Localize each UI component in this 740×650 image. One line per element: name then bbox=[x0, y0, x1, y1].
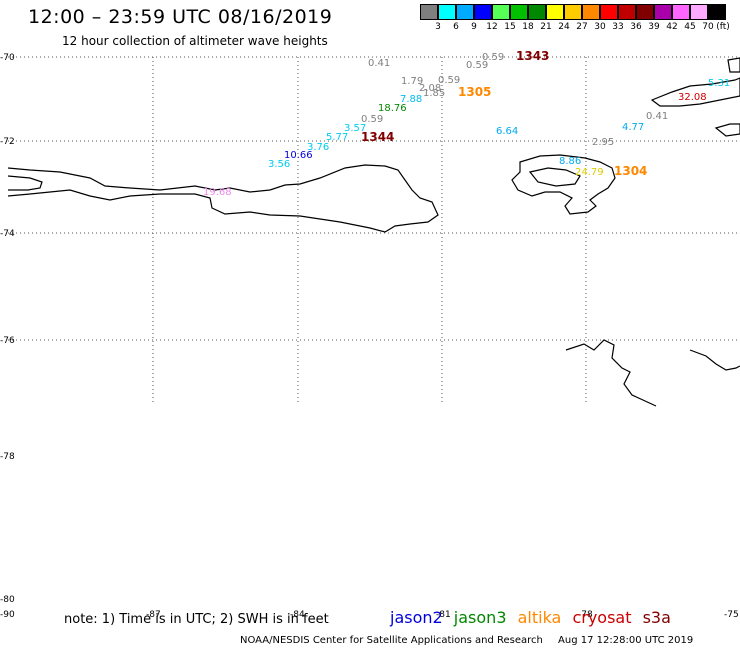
legend-swatch bbox=[600, 4, 618, 20]
pass-time-label: 1304 bbox=[614, 164, 647, 178]
lon-label: -87 bbox=[146, 610, 161, 620]
color-legend: 3 6 9 12 15 18 21 24 27 30 33 36 39 42 4… bbox=[420, 4, 730, 36]
wave-height-label: 8.86 bbox=[559, 156, 581, 167]
map-subtitle: 12 hour collection of altimeter wave hei… bbox=[62, 34, 328, 48]
wave-height-label: 3.57 bbox=[344, 123, 366, 134]
legend-swatch bbox=[420, 4, 438, 20]
generated-time: Aug 17 12:28:00 UTC 2019 bbox=[558, 635, 694, 646]
wave-height-label: 24.79 bbox=[575, 167, 604, 178]
wave-height-label: 32.08 bbox=[678, 92, 707, 103]
wave-height-label: 0.41 bbox=[646, 111, 668, 122]
lat-label: -70 bbox=[0, 53, 15, 63]
wave-height-label: 18.76 bbox=[378, 103, 407, 114]
wave-height-label: 7.88 bbox=[400, 94, 422, 105]
lat-label: -80 bbox=[0, 595, 15, 605]
legend-swatch bbox=[492, 4, 510, 20]
coastline-island-ne bbox=[727, 57, 740, 73]
coastline-inlet bbox=[7, 175, 43, 191]
legend-label: 15 bbox=[504, 22, 516, 32]
wave-height-label: 10.66 bbox=[284, 150, 313, 161]
map-title: 12:00 – 23:59 UTC 08/16/2019 bbox=[28, 6, 333, 28]
coastlines bbox=[7, 57, 740, 407]
legend-label: 12 bbox=[486, 22, 498, 32]
lon-label: -90 bbox=[0, 610, 15, 620]
legend-label: 70 bbox=[702, 22, 714, 32]
wave-height-label: 0.41 bbox=[368, 58, 390, 69]
legend-label: 24 bbox=[558, 22, 570, 32]
legend-label: 18 bbox=[522, 22, 534, 32]
satellite-name: altika bbox=[517, 608, 562, 627]
legend-label: 27 bbox=[576, 22, 588, 32]
legend-swatch bbox=[456, 4, 474, 20]
legend-swatch bbox=[510, 4, 528, 20]
legend-swatch bbox=[654, 4, 672, 20]
wave-height-label: 5.31 bbox=[708, 78, 730, 89]
coastline-peninsula-east bbox=[650, 77, 740, 107]
lon-label: -84 bbox=[290, 610, 305, 620]
wave-height-label: 3.56 bbox=[268, 159, 290, 170]
coastline-main bbox=[7, 164, 439, 233]
coastline-south bbox=[565, 339, 657, 407]
legend-label: 9 bbox=[471, 22, 477, 32]
lat-label: -78 bbox=[0, 452, 15, 462]
satellite-legend: jason2 jason3 altika cryosat s3a bbox=[390, 608, 677, 627]
legend-swatch bbox=[438, 4, 456, 20]
legend-swatch bbox=[690, 4, 708, 20]
wave-height-label: 3.76 bbox=[307, 142, 329, 153]
credit-line: NOAA/NESDIS Center for Satellite Applica… bbox=[240, 635, 693, 646]
credit-org: NOAA/NESDIS Center for Satellite Applica… bbox=[240, 635, 543, 646]
legend-swatch bbox=[546, 4, 564, 20]
wave-height-label: 19.68 bbox=[203, 187, 232, 198]
legend-swatch bbox=[618, 4, 636, 20]
wave-height-label: 4.77 bbox=[622, 122, 644, 133]
legend-label: 36 bbox=[630, 22, 642, 32]
coastline-island-e bbox=[714, 123, 740, 137]
wave-height-label: 5.77 bbox=[326, 132, 348, 143]
legend-swatch bbox=[582, 4, 600, 20]
footnote: note: 1) Time is in UTC; 2) SWH is in fe… bbox=[64, 612, 329, 627]
legend-label: 33 bbox=[612, 22, 624, 32]
legend-swatch bbox=[708, 4, 726, 20]
legend-label: 42 bbox=[666, 22, 678, 32]
legend-swatch bbox=[528, 4, 546, 20]
pass-time-label: 1343 bbox=[516, 49, 549, 63]
wave-height-label: 2.95 bbox=[592, 137, 614, 148]
legend-swatch bbox=[474, 4, 492, 20]
wave-height-label: 6.64 bbox=[496, 126, 518, 137]
legend-unit: (ft) bbox=[716, 22, 730, 32]
lat-label: -76 bbox=[0, 336, 15, 346]
satellite-name: cryosat bbox=[572, 608, 632, 627]
wave-height-label: 0.59 bbox=[482, 52, 504, 63]
wave-height-label: 0.59 bbox=[466, 60, 488, 71]
lon-label: -78 bbox=[578, 610, 593, 620]
pass-time-label: 1305 bbox=[458, 85, 491, 99]
legend-label: 3 bbox=[435, 22, 441, 32]
coastline-south-east bbox=[689, 349, 740, 371]
wave-height-label: 1.85 bbox=[423, 88, 445, 99]
wave-height-label: 0.59 bbox=[438, 75, 460, 86]
legend-swatch bbox=[672, 4, 690, 20]
legend-label: 21 bbox=[540, 22, 552, 32]
grid-lines bbox=[8, 56, 740, 405]
lon-label: -81 bbox=[436, 610, 451, 620]
lat-label: -74 bbox=[0, 229, 15, 239]
legend-swatch bbox=[564, 4, 582, 20]
legend-swatch bbox=[636, 4, 654, 20]
legend-label: 30 bbox=[594, 22, 606, 32]
lon-label: -75 bbox=[724, 610, 739, 620]
legend-label: 39 bbox=[648, 22, 660, 32]
lat-label: -72 bbox=[0, 137, 15, 147]
legend-label: 45 bbox=[684, 22, 696, 32]
wave-height-label: 1.79 bbox=[401, 76, 423, 87]
satellite-name: jason3 bbox=[453, 608, 507, 627]
wave-height-label: 0.59 bbox=[361, 114, 383, 125]
wave-height-label: 2.08 bbox=[419, 83, 441, 94]
satellite-name: jason2 bbox=[390, 608, 443, 627]
legend-label: 6 bbox=[453, 22, 459, 32]
satellite-name: s3a bbox=[642, 608, 671, 627]
coastline-island-small bbox=[528, 167, 581, 187]
pass-time-label: 1344 bbox=[361, 130, 394, 144]
coastline-thurston-island bbox=[511, 154, 616, 215]
